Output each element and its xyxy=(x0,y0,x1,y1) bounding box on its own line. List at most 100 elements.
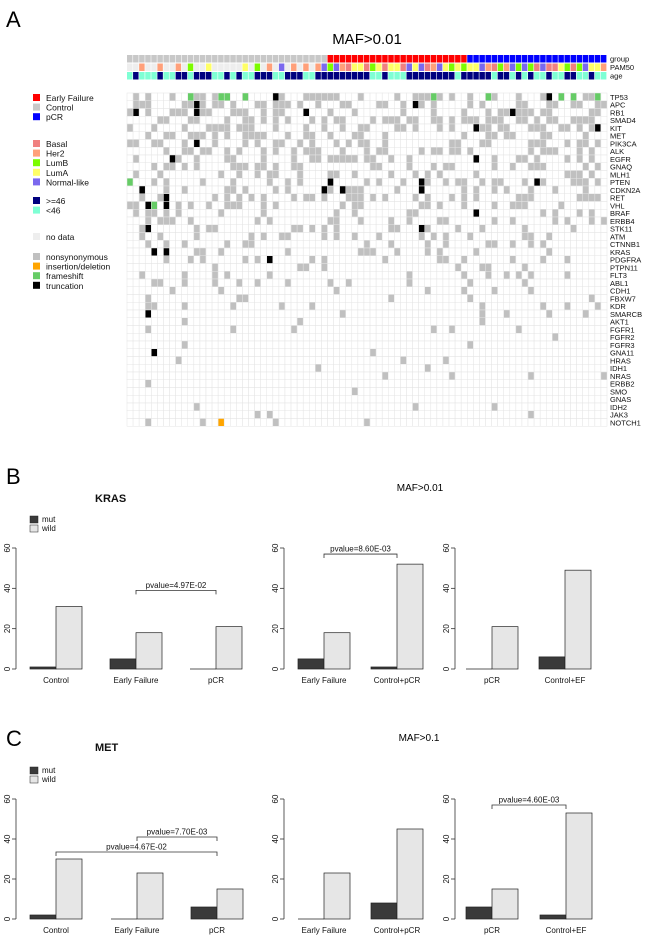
mutation-cell xyxy=(290,348,298,357)
gene-title: KRAS xyxy=(95,493,126,505)
mutation-cell xyxy=(144,123,152,132)
mutation-cell xyxy=(223,278,231,287)
mutation-cell xyxy=(345,216,353,225)
mutation-cell xyxy=(564,418,571,427)
mutation-cell xyxy=(315,333,322,342)
mutation-cell xyxy=(333,263,340,272)
mutation-cell xyxy=(321,333,328,342)
mutation-cell xyxy=(436,348,444,357)
mutation-cell xyxy=(181,131,189,140)
bar-wild xyxy=(135,632,163,670)
mutation-cell xyxy=(138,402,146,411)
mutation-cell xyxy=(321,402,328,411)
mutation-cell xyxy=(467,278,474,287)
group-cell xyxy=(297,55,303,63)
mutation-cell xyxy=(223,162,231,171)
pam50-cell xyxy=(430,63,437,71)
mutation-cell xyxy=(497,209,504,218)
mutation-cell xyxy=(272,271,280,280)
mutation-cell xyxy=(302,92,310,101)
mutation-cell xyxy=(217,224,225,233)
mutation-cell xyxy=(236,108,243,117)
mutation-cell xyxy=(339,162,346,171)
mutation-cell xyxy=(491,108,498,117)
mutation-cell xyxy=(448,100,456,109)
mutation-cell xyxy=(454,294,462,303)
mutation-cell xyxy=(272,263,280,272)
mutation-cell xyxy=(588,116,596,125)
mutation-cell xyxy=(199,286,207,295)
pam50-cell xyxy=(503,63,510,71)
mutation-cell xyxy=(600,348,608,357)
mutation-cell xyxy=(205,356,213,365)
mutation-cell xyxy=(582,271,590,280)
mutation-cell xyxy=(339,201,346,210)
mutation-cell xyxy=(467,92,474,101)
mutation-cell xyxy=(205,116,213,125)
mutation-cell xyxy=(248,379,255,388)
mutation-cell xyxy=(339,240,346,249)
mutation-cell xyxy=(193,333,201,342)
mutation-cell xyxy=(400,317,407,326)
age-cell xyxy=(333,72,340,80)
mutation-cell xyxy=(430,317,438,326)
mutation-cell xyxy=(296,232,304,241)
mutation-cell xyxy=(436,309,444,318)
mutation-cell xyxy=(448,123,456,132)
mutation-cell xyxy=(181,232,189,241)
mutation-cell xyxy=(394,193,401,202)
y-tick-label: 20 xyxy=(3,624,12,633)
mutation-cell xyxy=(321,154,328,163)
y-tick-label: 60 xyxy=(271,794,280,803)
mutation-cell xyxy=(515,278,523,287)
mutation-cell xyxy=(406,224,413,233)
bar-wild xyxy=(323,632,351,670)
mutation-cell xyxy=(327,294,334,303)
mutation-cell xyxy=(211,402,219,411)
mutation-cell xyxy=(296,154,304,163)
mutation-cell xyxy=(278,154,286,163)
mutation-cell xyxy=(126,232,134,241)
mutation-cell xyxy=(533,147,541,156)
y-tick-label: 0 xyxy=(271,916,280,921)
mutation-cell xyxy=(309,116,316,125)
mutation-cell xyxy=(205,170,213,179)
mutation-cell xyxy=(151,162,158,171)
mutation-cell xyxy=(321,325,328,334)
mutation-cell xyxy=(448,216,456,225)
mutation-cell xyxy=(400,410,407,419)
bar-mut xyxy=(190,906,218,920)
mutation-cell xyxy=(333,216,340,225)
mutation-cell xyxy=(479,170,486,179)
group-cell xyxy=(218,55,224,63)
mutation-cell xyxy=(223,209,231,218)
mutation-cell xyxy=(242,232,249,241)
mutation-cell xyxy=(424,278,432,287)
mutation-cell xyxy=(539,116,547,125)
mutation-cell xyxy=(430,201,438,210)
mutation-cell xyxy=(144,387,152,396)
mutation-cell xyxy=(266,232,274,241)
mutation-cell xyxy=(175,418,182,427)
mutation-cell xyxy=(309,286,316,295)
mutation-cell xyxy=(144,154,152,163)
mutation-cell xyxy=(521,340,529,349)
mutation-cell xyxy=(473,278,480,287)
mutation-cell xyxy=(175,240,182,249)
mutation-cell xyxy=(211,395,219,404)
mutation-cell xyxy=(430,379,438,388)
mutation-cell xyxy=(266,240,274,249)
mutation-cell xyxy=(473,340,480,349)
mutation-cell xyxy=(205,371,213,380)
mutation-cell xyxy=(278,348,286,357)
mutation-cell xyxy=(552,294,559,303)
mutation-cell xyxy=(138,333,146,342)
mutation-cell xyxy=(491,402,498,411)
mutation-cell xyxy=(284,193,292,202)
mutation-cell xyxy=(169,170,176,179)
mutation-cell xyxy=(594,317,602,326)
mutation-cell xyxy=(509,395,517,404)
mutation-cell xyxy=(467,387,474,396)
mutation-cell xyxy=(199,302,207,311)
mutation-cell xyxy=(400,356,407,365)
